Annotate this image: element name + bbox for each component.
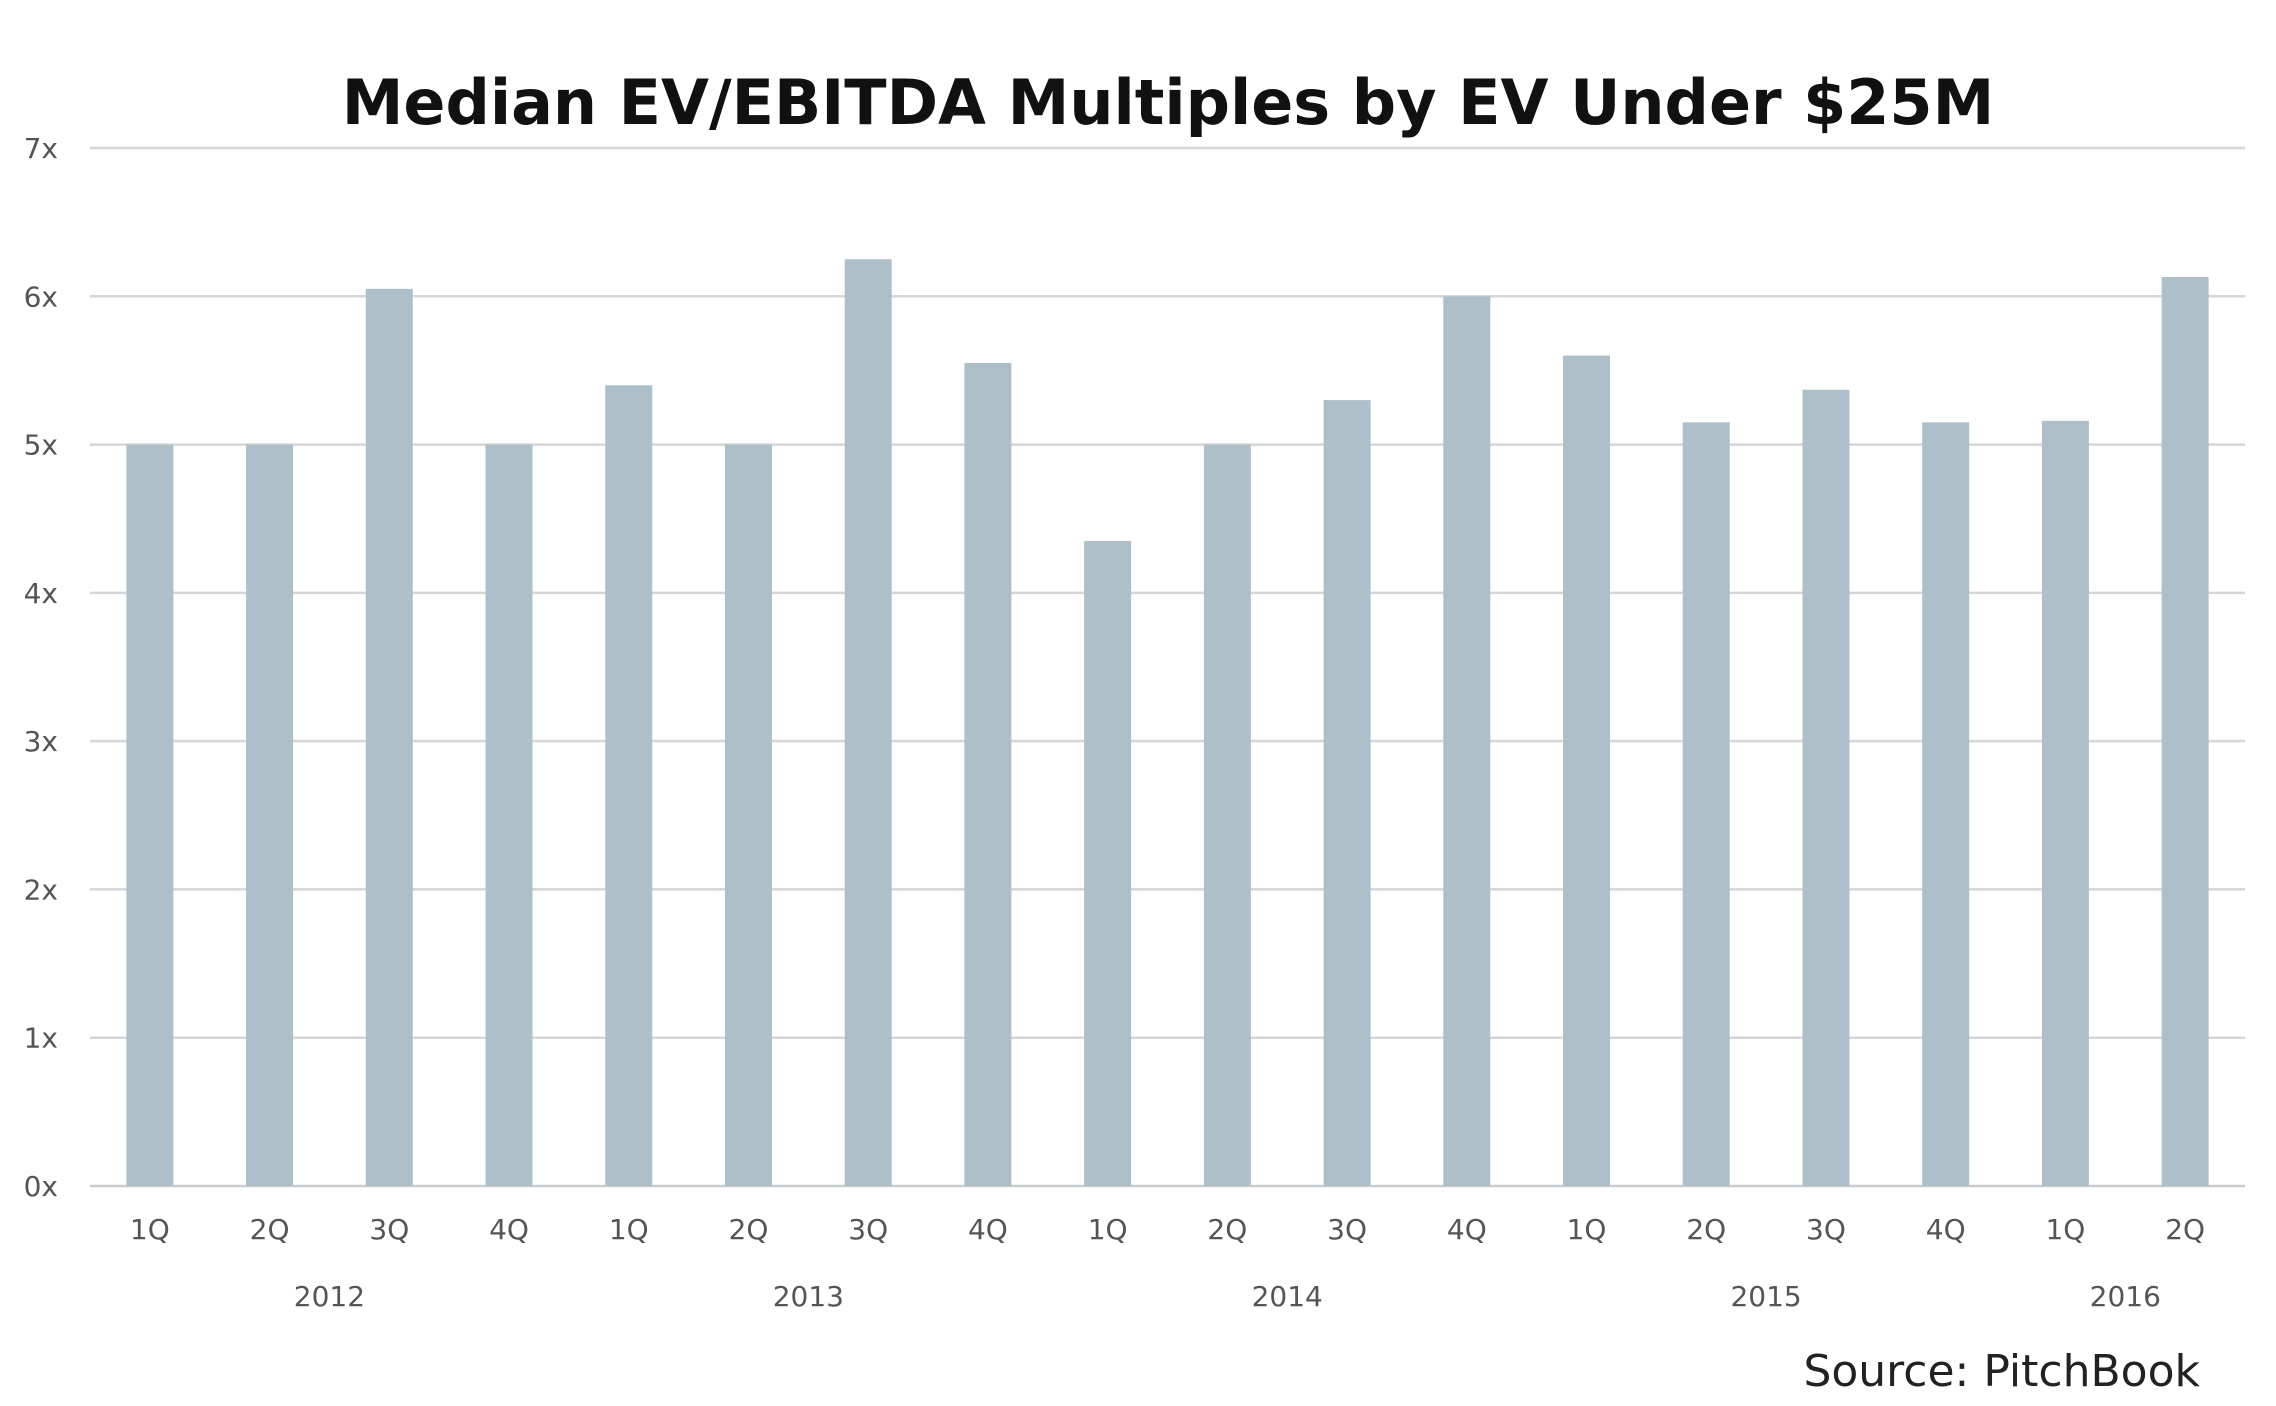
bar-3 xyxy=(485,444,533,1187)
chart-title: Median EV/EBITDA Multiples by EV Under $… xyxy=(342,66,1995,139)
x-category-label: 4Q xyxy=(1447,1213,1487,1246)
x-category-label: 2Q xyxy=(1207,1213,1247,1246)
bar-6 xyxy=(844,259,892,1186)
x-axis-category-labels: 1Q 2Q 3Q 4Q 1Q 2Q 3Q 4Q 1Q 2Q 3Q 4Q 1Q 2Q 3Q 4Q 1Q 2Q xyxy=(130,1213,2205,1246)
bar-4 xyxy=(605,385,653,1186)
bar-10 xyxy=(1323,400,1371,1187)
x-year-label: 2013 xyxy=(773,1280,844,1313)
bar-12 xyxy=(1563,355,1611,1187)
bars xyxy=(126,259,2209,1187)
y-tick-label: 2x xyxy=(24,873,58,906)
x-category-label: 3Q xyxy=(369,1213,409,1246)
x-year-label: 2016 xyxy=(2090,1280,2161,1313)
bar-0 xyxy=(126,444,174,1187)
x-category-label: 2Q xyxy=(2165,1213,2205,1246)
gridlines xyxy=(90,146,2245,1188)
bar-13 xyxy=(1682,422,1730,1186)
y-tick-label: 7x xyxy=(24,132,58,165)
y-tick-label: 3x xyxy=(24,725,58,758)
x-category-label: 2Q xyxy=(729,1213,769,1246)
x-category-label: 4Q xyxy=(968,1213,1008,1246)
y-axis-tick-labels: 0x 1x 2x 3x 4x 5x 6x 7x xyxy=(24,132,58,1203)
bar-11 xyxy=(1443,296,1491,1186)
y-tick-label: 6x xyxy=(24,280,58,313)
y-tick-label: 5x xyxy=(24,429,58,462)
x-axis-year-labels: 2012 2013 2014 2015 2016 xyxy=(294,1280,2161,1313)
bar-2 xyxy=(365,288,413,1186)
x-category-label: 1Q xyxy=(2045,1213,2085,1246)
x-year-label: 2014 xyxy=(1252,1280,1323,1313)
x-category-label: 3Q xyxy=(848,1213,888,1246)
bar-14 xyxy=(1802,389,1850,1187)
bar-8 xyxy=(1084,540,1132,1186)
x-category-label: 1Q xyxy=(1567,1213,1607,1246)
x-category-label: 2Q xyxy=(250,1213,290,1246)
bar-9 xyxy=(1203,444,1251,1187)
bar-5 xyxy=(724,444,772,1187)
x-category-label: 3Q xyxy=(1806,1213,1846,1246)
bar-1 xyxy=(246,444,294,1187)
x-category-label: 4Q xyxy=(489,1213,529,1246)
source-label: Source: PitchBook xyxy=(1803,1346,2200,1397)
x-category-label: 1Q xyxy=(130,1213,170,1246)
x-category-label: 1Q xyxy=(1088,1213,1128,1246)
x-category-label: 4Q xyxy=(1926,1213,1966,1246)
x-category-label: 3Q xyxy=(1327,1213,1367,1246)
x-category-label: 1Q xyxy=(609,1213,649,1246)
bar-15 xyxy=(1922,422,1970,1186)
bar-7 xyxy=(964,363,1012,1186)
y-tick-label: 0x xyxy=(24,1170,58,1203)
y-tick-label: 4x xyxy=(24,577,58,610)
y-tick-label: 1x xyxy=(24,1022,58,1055)
x-year-label: 2015 xyxy=(1730,1280,1801,1313)
bar-17 xyxy=(2161,277,2209,1187)
bar-16 xyxy=(2041,420,2089,1186)
x-year-label: 2012 xyxy=(294,1280,365,1313)
x-category-label: 2Q xyxy=(1686,1213,1726,1246)
